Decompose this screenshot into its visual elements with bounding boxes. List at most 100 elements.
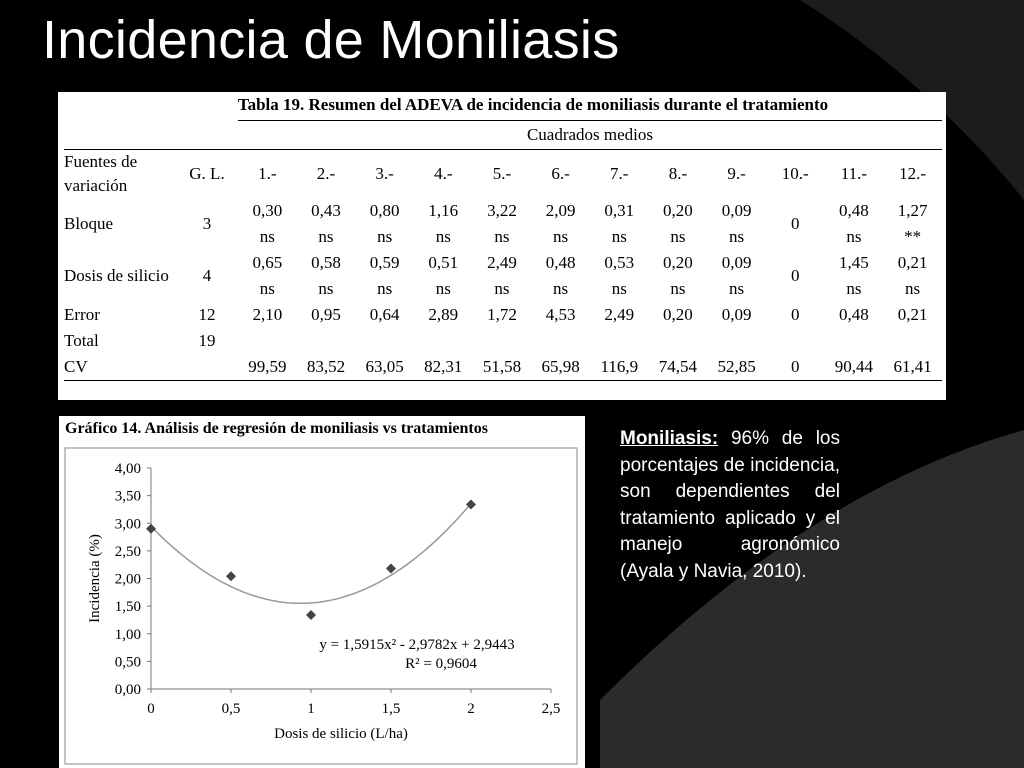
table-cell: 0,09 [707,302,766,328]
cell-value: 0 [790,305,800,324]
cell-value: 0,58 [311,253,341,272]
table-cell: 99,59 [238,354,297,381]
cell-value: 0 [790,266,800,285]
chart-title: Gráfico 14. Análisis de regresión de mon… [65,420,488,437]
table-cell: 0,21 [883,302,942,328]
cell-value: 0,31 [604,201,635,220]
cell-significance: ns [846,279,862,298]
cell-significance: ns [670,227,686,246]
cell-value: 0,48 [545,253,576,272]
cell-value: 0,30 [252,201,283,220]
cell-value: 0,65 [252,253,283,272]
cell-significance: ns [729,279,745,298]
cell-significance: ns [318,227,334,246]
table-cell: 2,89 [414,302,473,328]
cell-value: 0 [790,214,800,233]
table-caption: Tabla 19. Resumen del ADEVA de incidenci… [237,95,829,114]
row-source: Dosis de silicio [64,266,169,285]
y-tick-label: 1,50 [115,599,141,615]
table-cell [414,328,473,354]
cell-significance: ns [494,227,510,246]
cell-value: 83,52 [306,357,346,376]
table-cell: 0 [766,302,825,328]
table-cell: 0,48 ns [531,250,590,302]
table-cell: 2,10 [238,302,297,328]
header-treatment: 9.- [727,164,746,183]
cell-significance: ns [611,227,627,246]
row-df [176,354,238,381]
table-cell: 83,52 [296,354,356,381]
header-treatment: 2.- [316,164,336,183]
cell-value: 0,09 [721,305,752,324]
cell-value: 90,44 [834,357,874,376]
header-treatment: 6.- [551,164,570,183]
cell-significance: ns [553,279,569,298]
cell-value: 61,41 [893,357,932,376]
table-row: CV 99,59 83,52 63,05 82,31 51,58 65,98 116,9 74,… [64,354,942,381]
table-cell: 1,72 [473,302,532,328]
trend-equation: y = 1,5915x² - 2,9782x + 2,9443 [319,637,514,653]
cell-value: 0,09 [721,253,752,272]
y-tick-label: 1,00 [115,627,141,643]
table-cell [238,328,297,354]
cell-significance: ns [435,227,451,246]
x-tick-label: 0 [147,701,155,717]
cell-value: 0,48 [839,305,869,324]
data-point [466,499,476,510]
table-cell [883,328,942,354]
row-source: CV [64,354,176,381]
header-treatment: 12.- [899,164,927,183]
y-tick-label: 0,00 [115,682,141,698]
cell-significance: ns [377,227,393,246]
table-cell: 61,41 [883,354,942,381]
chart-frame [64,447,578,765]
y-tick-label: 0,50 [115,654,141,670]
y-axis-title: Incidencia (%) [87,534,103,623]
table-cell: 3,22 ns [473,198,532,250]
cell-value: 99,59 [248,357,287,376]
cell-significance: ns [905,279,921,298]
data-point [386,563,396,574]
cell-value: 52,85 [717,357,756,376]
table-cell [355,328,414,354]
table-cell: 0,53 ns [590,250,649,302]
table-cell [707,328,766,354]
cell-value: 2,10 [252,305,283,324]
table-row: Error 12 2,10 0,95 0,64 2,89 1,72 4,53 2,49 0,20 0… [64,302,942,328]
anova-table: Cuadrados medios Fuentes de variación G.… [64,120,942,381]
data-point [146,523,156,534]
table-cell [531,328,590,354]
cell-significance: ns [729,227,745,246]
header-df: G. L. [189,164,225,183]
cell-value: 0,20 [663,201,693,220]
y-tick-label: 4,00 [115,461,141,477]
table-cell: 2,49 ns [473,250,532,302]
x-axis-title: Dosis de silicio (L/ha) [274,726,408,742]
cell-significance: ** [904,227,922,246]
table-cell: 0,21 ns [883,250,942,302]
table-cell: 74,54 [648,354,708,381]
row-df: 3 [202,214,212,233]
table-cell: 0,20 [649,302,708,328]
x-tick-label: 1 [307,701,315,717]
trend-line [150,503,472,605]
table-cell: 0 [765,354,825,381]
cell-value: 0,59 [369,253,400,272]
table-cell [590,328,649,354]
table-cell: 0,95 [297,302,356,328]
cell-value: 0,53 [604,253,635,272]
cell-significance: ns [377,279,393,298]
data-point [306,609,316,620]
table-cell: 82,31 [413,354,473,381]
cell-value: 1,16 [428,201,459,220]
table-cell: 0,48 ns [825,198,884,250]
y-tick-label: 3,50 [115,489,141,505]
row-df: 4 [202,266,212,285]
table-cell: 4,53 [531,302,590,328]
y-tick-label: 2,50 [115,544,141,560]
annotation-text: 96% de los porcentajes de incidencia, so… [620,428,840,582]
cell-value: 0,21 [897,253,928,272]
cell-value: 1,45 [839,253,869,272]
cell-value: 3,22 [487,201,517,220]
table-cell: 63,05 [355,354,414,381]
